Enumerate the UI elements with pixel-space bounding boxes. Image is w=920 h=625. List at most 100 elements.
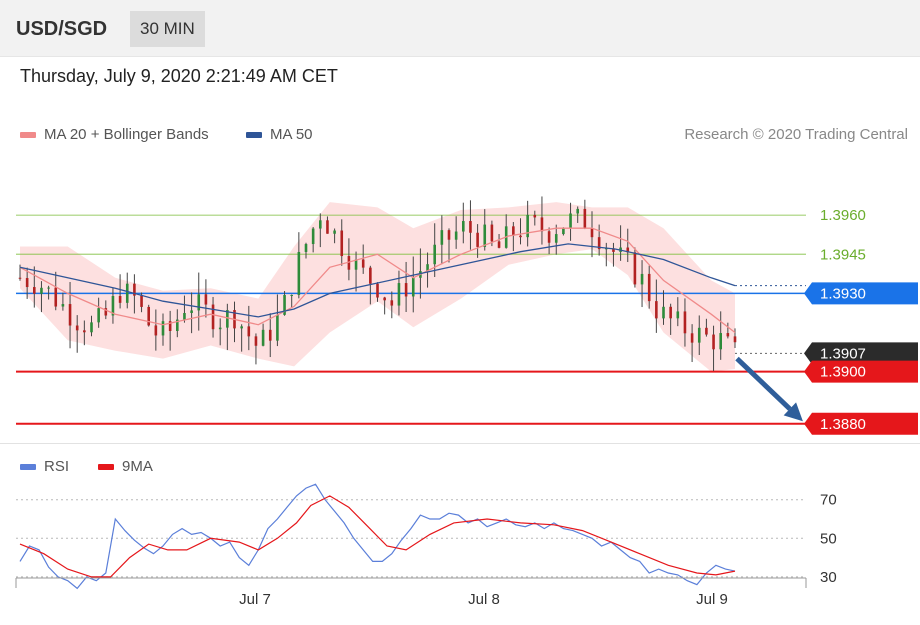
candle-body [562,227,565,235]
candle-body [569,213,572,228]
candle-body [319,220,322,229]
candle-body [404,283,408,297]
candle-body [583,208,587,229]
candle-body [411,277,415,297]
level-label-1.3907-box [804,342,918,365]
candle-body [354,259,358,270]
candle-body [676,311,680,319]
level-label-1.3900-box [804,360,918,383]
candle-body [40,287,43,294]
candle-body [690,333,694,343]
candle-body [183,313,186,320]
candle-body [697,327,701,343]
candle-body [268,329,272,341]
candle-body [640,273,644,285]
candle-body [655,301,658,319]
candle-body [361,259,365,268]
candle-body [669,306,672,319]
candle-body [25,278,29,288]
candle-body [54,287,58,307]
candle-body [705,327,708,335]
candle-body [140,295,143,307]
forecast-arrow-head [783,402,803,422]
legend-rsi-ma: 9MA [98,458,153,475]
candle-body [476,232,479,247]
candle-body [483,224,487,247]
candle-body [240,326,243,329]
candle-body [719,333,722,350]
candle-body [369,267,372,284]
rsi-swatch [20,463,36,470]
legend-rsi: RSI [20,458,69,475]
candle-body [211,304,215,330]
candle-body [161,321,165,336]
candle-body [326,220,329,234]
candle-body [104,308,108,316]
rsi-line [19,483,736,590]
rsi-tick-50: 50 [820,530,837,547]
candle-body [440,230,444,245]
level-label-1.3900: 1.3900 [820,364,866,381]
level-label-1.3960: 1.3960 [820,207,866,224]
candle-body [462,221,465,232]
candle-body [190,310,193,314]
candle-body [133,283,136,296]
level-label-1.3880-box [804,412,918,435]
legend-rsi-label: RSI [44,458,70,475]
candle-body [168,321,172,331]
timeframe-badge[interactable]: 30 MIN [130,11,205,47]
rsi-tick-70: 70 [820,492,837,509]
candle-body [712,334,715,350]
timestamp: Thursday, July 9, 2020 2:21:49 AM CET [20,66,338,86]
candle-body [533,214,537,218]
candle-body [247,326,251,337]
candle-body [512,226,515,236]
candle-body [61,304,65,307]
legend-ma50-label: MA 50 [270,126,313,143]
forecast-arrow [735,356,792,411]
candle-body [125,283,129,303]
candle-body [226,310,229,328]
candle-body [490,224,494,242]
candle-body [390,300,394,306]
candle-body [726,333,730,337]
research-credit: Research © 2020 Trading Central [684,126,908,143]
candle-body [254,336,258,346]
level-label-1.3880: 1.3880 [820,416,866,433]
candle-body [605,248,608,250]
candle-body [97,308,100,323]
candle-body [383,297,386,301]
legend-ma50: MA 50 [246,126,313,143]
candle-body [276,314,279,341]
candle-body [376,283,379,298]
candle-body [469,221,472,233]
candle-body [197,294,201,311]
candle-body [454,231,458,240]
level-label-1.3930: 1.3930 [820,285,866,302]
candle-body [90,322,93,333]
candle-body [519,235,522,238]
candle-body [626,247,630,253]
ma20-swatch [20,131,36,138]
candle-body [297,251,301,295]
rsi-ma-line [19,495,736,578]
legend-ma20: MA 20 + Bollinger Bands [20,126,209,143]
candle-body [333,230,336,234]
candle-body [612,248,615,252]
candle-body [554,234,558,243]
rsi-tick-30: 30 [820,569,837,586]
candle-body [118,295,122,303]
candle-body [83,330,86,333]
x-tick-label: Jul 9 [696,591,728,608]
candle-body [261,329,265,346]
candle-body [75,325,79,331]
candle-body [597,237,601,250]
candle-body [497,241,501,248]
candle-body [304,244,308,252]
level-label-1.3945: 1.3945 [820,246,866,263]
legend-rsi-ma-label: 9MA [122,458,153,475]
candle-body [347,256,351,270]
candle-body [426,264,429,272]
candle-body [290,294,293,296]
candle-body [433,244,436,265]
